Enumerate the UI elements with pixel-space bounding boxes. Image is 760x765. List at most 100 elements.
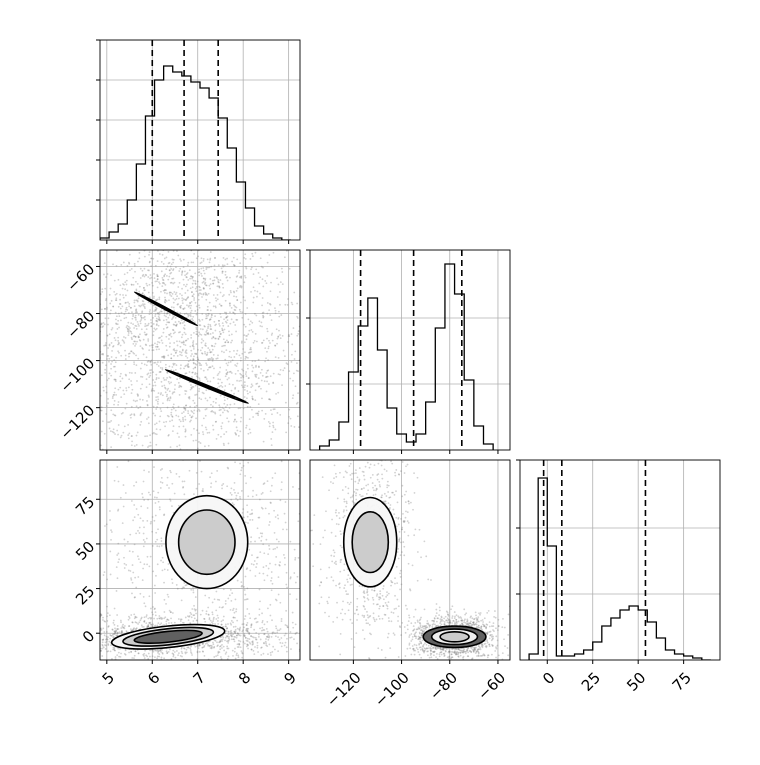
scatter-point <box>140 368 142 370</box>
scatter-point <box>121 625 123 627</box>
scatter-point <box>228 294 230 296</box>
scatter-point <box>140 506 142 508</box>
scatter-point <box>191 295 193 297</box>
scatter-point <box>167 388 169 390</box>
scatter-point <box>138 325 140 327</box>
scatter-point <box>189 371 191 373</box>
scatter-point <box>179 419 181 421</box>
scatter-point <box>157 528 159 530</box>
scatter-point <box>184 324 186 326</box>
scatter-point <box>178 476 180 478</box>
scatter-point <box>160 651 162 653</box>
scatter-point <box>198 331 200 333</box>
scatter-point <box>111 356 113 358</box>
scatter-point <box>247 631 249 633</box>
scatter-point <box>266 381 268 383</box>
scatter-point <box>187 366 189 368</box>
scatter-point <box>356 346 358 348</box>
scatter-point <box>214 662 216 664</box>
scatter-point <box>155 248 157 250</box>
scatter-point <box>274 472 276 474</box>
scatter-point <box>78 642 80 644</box>
scatter-point <box>154 650 156 652</box>
scatter-point <box>87 522 89 524</box>
scatter-point <box>318 292 320 294</box>
scatter-point <box>186 584 188 586</box>
scatter-point <box>259 608 261 610</box>
scatter-point <box>200 364 202 366</box>
scatter-point <box>173 307 175 309</box>
y-tick-label: 50 <box>72 538 98 564</box>
scatter-point <box>238 646 240 648</box>
scatter-point <box>143 481 145 483</box>
scatter-point <box>216 453 218 455</box>
scatter-point <box>177 654 179 656</box>
scatter-point <box>255 383 257 385</box>
scatter-point <box>403 331 405 333</box>
histogram-bar <box>620 610 629 660</box>
scatter-point <box>27 373 29 375</box>
scatter-point <box>113 428 115 430</box>
scatter-point <box>47 281 49 283</box>
scatter-point <box>271 319 273 321</box>
scatter-point <box>247 648 249 650</box>
scatter-point <box>250 351 252 353</box>
scatter-point <box>211 338 213 340</box>
scatter-point <box>194 646 196 648</box>
scatter-point <box>208 597 210 599</box>
scatter-point <box>153 472 155 474</box>
scatter-point <box>101 308 103 310</box>
scatter-point <box>207 267 209 269</box>
scatter-point <box>222 637 224 639</box>
scatter-point <box>147 618 149 620</box>
scatter-point <box>155 374 157 376</box>
scatter-point <box>321 401 323 403</box>
scatter-point <box>213 618 215 620</box>
scatter-point <box>165 336 167 338</box>
scatter-point <box>22 627 24 629</box>
scatter-point <box>96 373 98 375</box>
histogram-bar <box>377 350 387 450</box>
scatter-point <box>262 286 264 288</box>
scatter-point <box>117 625 119 627</box>
scatter-point <box>212 365 214 367</box>
scatter-point <box>193 299 195 301</box>
scatter-point <box>125 649 127 651</box>
scatter-point <box>245 326 247 328</box>
scatter-point <box>242 512 244 514</box>
scatter-point <box>221 328 223 330</box>
scatter-point <box>133 327 135 329</box>
scatter-point <box>253 342 255 344</box>
scatter-point <box>182 242 184 244</box>
scatter-point <box>217 651 219 653</box>
scatter-point <box>268 346 270 348</box>
scatter-point <box>224 409 226 411</box>
scatter-point <box>239 473 241 475</box>
scatter-point <box>258 537 260 539</box>
scatter-point <box>116 430 118 432</box>
scatter-point <box>166 395 168 397</box>
scatter-point <box>129 327 131 329</box>
scatter-point <box>238 634 240 636</box>
scatter-point <box>68 630 70 632</box>
scatter-point <box>51 642 53 644</box>
scatter-point <box>130 651 132 653</box>
scatter-point <box>148 292 150 294</box>
scatter-point <box>147 340 149 342</box>
scatter-point <box>262 620 264 622</box>
scatter-point <box>267 639 269 641</box>
scatter-point <box>271 334 273 336</box>
scatter-point <box>128 570 130 572</box>
scatter-point <box>137 261 139 263</box>
scatter-point <box>234 388 236 390</box>
scatter-point <box>187 264 189 266</box>
scatter-point <box>271 636 273 638</box>
scatter-point <box>94 357 96 359</box>
scatter-point <box>183 284 185 286</box>
scatter-point <box>247 516 249 518</box>
scatter-point <box>250 291 252 293</box>
scatter-point <box>173 302 175 304</box>
scatter-point <box>239 430 241 432</box>
scatter-point <box>157 401 159 403</box>
scatter-point <box>232 436 234 438</box>
